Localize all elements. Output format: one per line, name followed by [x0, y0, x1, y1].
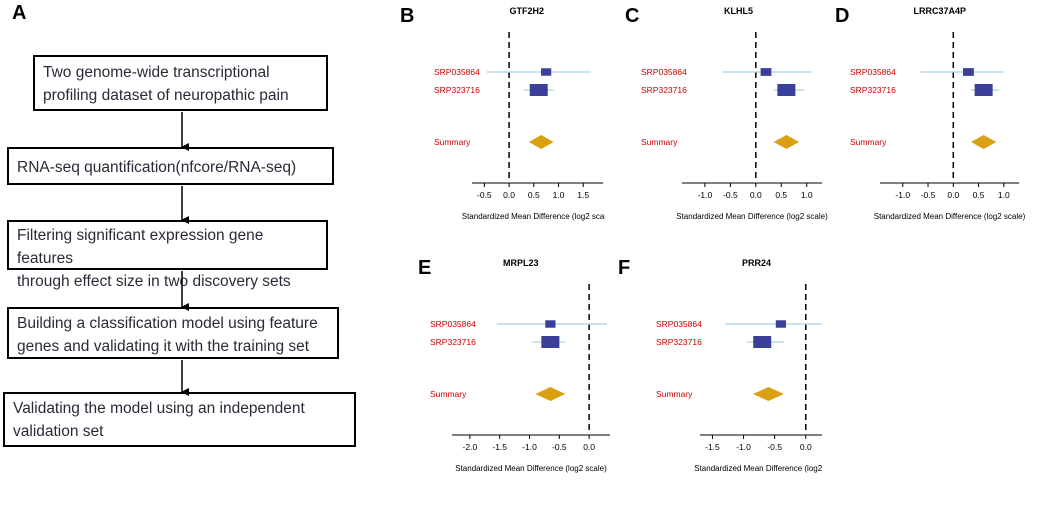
- x-tick-label: 1.0: [801, 190, 813, 200]
- panel-letter-e: E: [418, 257, 431, 279]
- x-tick-label: -0.5: [921, 190, 936, 200]
- effect-box-srp323716: [777, 84, 796, 96]
- flow-step-4: Building a classification model using fe…: [7, 307, 339, 359]
- flow-step-5-line-2: validation set: [13, 423, 104, 440]
- effect-box-srp035864: [541, 68, 552, 76]
- summary-label: Summary: [641, 137, 678, 147]
- effect-box-srp035864: [545, 320, 556, 328]
- x-axis-label: Standardized Mean Difference (log2 scale…: [462, 212, 605, 221]
- effect-box-srp035864: [760, 68, 772, 76]
- x-tick-label: 0.5: [973, 190, 985, 200]
- effect-box-srp323716: [753, 336, 772, 348]
- flow-step-5: Validating the model using an independen…: [3, 392, 356, 447]
- flow-step-3: Filtering significant expression gene fe…: [7, 220, 328, 290]
- x-tick-label: -1.0: [698, 190, 713, 200]
- x-tick-label: 0.0: [503, 190, 515, 200]
- effect-box-srp035864: [775, 320, 786, 328]
- summary-diamond: [970, 135, 997, 149]
- x-tick-label: -1.0: [522, 442, 537, 452]
- summary-label: Summary: [850, 137, 887, 147]
- panel-letter-b: B: [400, 5, 414, 27]
- study-label-srp035864: SRP035864: [430, 319, 476, 329]
- x-tick-label: -0.5: [723, 190, 738, 200]
- x-tick-label: 0.5: [528, 190, 540, 200]
- flow-step-4-line-2: genes and validating it with the trainin…: [17, 338, 310, 355]
- study-label-srp323716: SRP323716: [434, 85, 480, 95]
- flow-step-4-line-1: Building a classification model using fe…: [17, 315, 318, 332]
- x-tick-label: -2.0: [463, 442, 478, 452]
- forest-plot-prr24: F PRR24 SRP035864 SRP323716 Summary -1.5 -1.0 -…: [618, 257, 822, 473]
- effect-box-srp323716: [541, 336, 560, 348]
- x-tick-label: 1.0: [553, 190, 565, 200]
- flow-step-2: RNA-seq quantification(nfcore/RNA-seq): [7, 147, 334, 185]
- flow-step-1: Two genome-wide transcriptional profilin…: [33, 55, 328, 111]
- panel-letter-d: D: [835, 5, 849, 27]
- plot-title: LRRC37A4P: [914, 6, 967, 16]
- x-tick-label: 1.0: [998, 190, 1010, 200]
- effect-box-srp323716: [974, 84, 993, 96]
- forest-plot-lrrc37a4p: D LRRC37A4P SRP035864 SRP323716 Summary -1.0 -…: [835, 5, 1026, 221]
- panel-letter-f: F: [618, 257, 630, 279]
- x-tick-label: -0.5: [767, 442, 782, 452]
- study-label-srp323716: SRP323716: [850, 85, 896, 95]
- flow-step-3-line-1: Filtering significant expression gene fe…: [17, 227, 264, 267]
- summary-diamond: [773, 135, 800, 149]
- summary-label: Summary: [656, 389, 693, 399]
- summary-diamond: [528, 135, 554, 149]
- plot-title: PRR24: [742, 258, 771, 268]
- study-label-srp035864: SRP035864: [656, 319, 702, 329]
- summary-diamond: [752, 387, 784, 401]
- study-label-srp323716: SRP323716: [656, 337, 702, 347]
- effect-box-srp323716: [529, 84, 548, 96]
- flow-arrows: [181, 112, 189, 396]
- panel-letter-c: C: [625, 5, 639, 27]
- study-label-srp035864: SRP035864: [850, 67, 896, 77]
- x-tick-label: 1.5: [577, 190, 589, 200]
- x-tick-label: -0.5: [552, 442, 567, 452]
- x-tick-label: -1.0: [895, 190, 910, 200]
- plot-title: MRPL23: [503, 258, 539, 268]
- panel-letter-a: A: [12, 2, 27, 24]
- flow-step-1-line-1: Two genome-wide transcriptional: [43, 64, 270, 81]
- study-label-srp035864: SRP035864: [434, 67, 480, 77]
- x-axis-label: Standardized Mean Difference (log2 scale…: [694, 464, 822, 473]
- plot-title: KLHL5: [724, 6, 753, 16]
- forest-plot-mrpl23: E MRPL23 SRP035864 SRP323716 Summary -2.0 -1.5…: [418, 257, 610, 473]
- flow-step-5-line-1: Validating the model using an independen…: [13, 400, 305, 417]
- flow-step-2-line-1: RNA-seq quantification(nfcore/RNA-seq): [17, 159, 297, 176]
- x-axis-label: Standardized Mean Difference (log2 scale…: [455, 464, 607, 473]
- effect-box-srp035864: [963, 68, 974, 76]
- study-label-srp323716: SRP323716: [430, 337, 476, 347]
- x-tick-label: 0.0: [800, 442, 812, 452]
- plot-title: GTF2H2: [510, 6, 545, 16]
- study-label-srp323716: SRP323716: [641, 85, 687, 95]
- summary-label: Summary: [430, 389, 467, 399]
- x-tick-label: 0.0: [750, 190, 762, 200]
- forest-plot-gtf2h2: B GTF2H2 SRP035864 SRP323716 Summary -0.5 0.0 0…: [400, 5, 605, 221]
- x-tick-label: -1.0: [736, 442, 751, 452]
- x-tick-label: 0.0: [583, 442, 595, 452]
- flow-step-1-line-2: profiling dataset of neuropathic pain: [43, 87, 289, 104]
- summary-diamond: [535, 387, 566, 401]
- x-tick-label: -1.5: [492, 442, 507, 452]
- forest-plot-klhl5: C KLHL5 SRP035864 SRP323716 Summary -1.0 -0.5 0…: [625, 5, 828, 221]
- x-tick-label: 0.0: [947, 190, 959, 200]
- x-axis-label: Standardized Mean Difference (log2 scale…: [676, 212, 828, 221]
- x-tick-label: 0.5: [775, 190, 787, 200]
- study-label-srp035864: SRP035864: [641, 67, 687, 77]
- summary-label: Summary: [434, 137, 471, 147]
- x-axis-label: Standardized Mean Difference (log2 scale…: [874, 212, 1026, 221]
- x-tick-label: -1.5: [705, 442, 720, 452]
- flow-step-3-line-2: through effect size in two discovery set…: [17, 273, 291, 290]
- x-tick-label: -0.5: [477, 190, 492, 200]
